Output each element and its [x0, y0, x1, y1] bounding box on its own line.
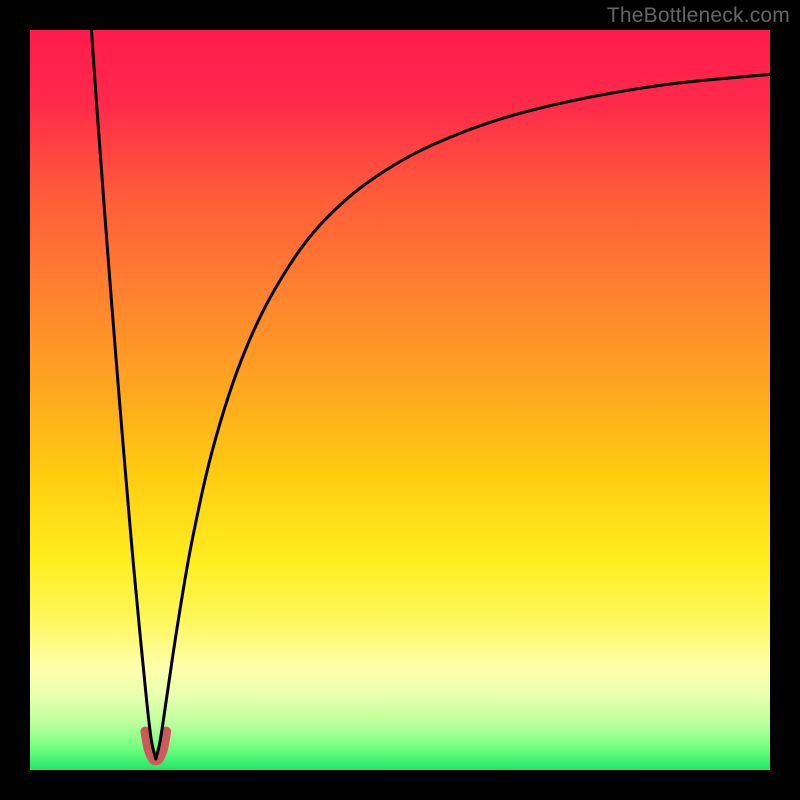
bottleneck-chart: [0, 0, 800, 800]
chart-frame: [0, 0, 800, 800]
watermark-text: TheBottleneck.com: [607, 4, 790, 28]
